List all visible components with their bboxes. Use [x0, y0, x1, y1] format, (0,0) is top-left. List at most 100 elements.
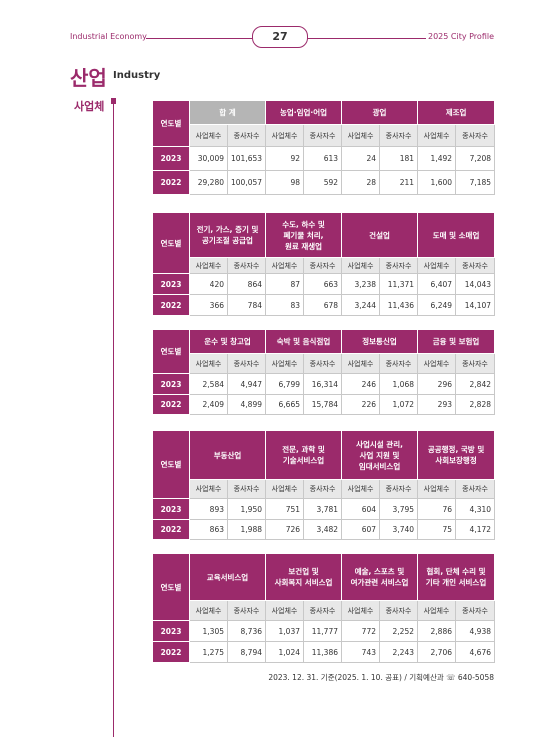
data-cell: 6,665	[265, 394, 304, 415]
sub-header-row: 사업체수 종사자수 사업체수 종사자수 사업체수 종사자수 사업체수 종사자수	[153, 124, 496, 147]
data-cell: 1,024	[265, 641, 304, 663]
year-cell: 2023	[152, 373, 190, 395]
header-left: Industrial Economy	[70, 32, 147, 41]
data-row: 2022 2,409 4,899 6,665 15,784 226 1,072 293 2,82…	[152, 394, 495, 415]
data-cell: 863	[189, 519, 228, 540]
group-header: 예술, 스포츠 및 여가관련 서비스업	[341, 553, 418, 601]
data-cell: 2,409	[189, 394, 228, 415]
sub-header-row: 사업체수 종사자수 사업체수 종사자수 사업체수 종사자수 사업체수 종사자수	[153, 257, 496, 274]
group-header-row: 연도별 전기, 가스, 증기 및 공기조절 공급업 수도, 하수 및 폐기물 처리,…	[152, 212, 496, 274]
group-header: 전문, 과학 및 기술서비스업	[265, 430, 343, 480]
data-row: 2022 863 1,988 726 3,482 607 3,740 75 4,172	[152, 519, 496, 540]
sub-header: 종사자수	[302, 257, 343, 274]
data-cell: 1,275	[189, 641, 228, 663]
data-table: 연도별 전기, 가스, 증기 및 공기조절 공급업 수도, 하수 및 폐기물 처리,…	[152, 212, 496, 316]
section-label: 사업체	[74, 100, 105, 113]
sub-header: 종사자수	[303, 479, 343, 499]
data-cell: 3,795	[379, 498, 419, 520]
sub-header: 종사자수	[455, 257, 496, 274]
data-cell: 420	[189, 273, 228, 295]
data-row: 2022 1,275 8,794 1,024 11,386 743 2,243 2,706 4,…	[152, 641, 496, 663]
year-cell: 2022	[152, 394, 190, 415]
data-cell: 7,185	[455, 170, 496, 195]
data-cell: 3,482	[303, 519, 343, 540]
year-cell: 2023	[152, 620, 190, 642]
group-header: 공공행정, 국방 및 사회보장행정	[417, 430, 496, 480]
group-header: 부동산업	[188, 430, 267, 480]
data-cell: 8,736	[227, 620, 266, 642]
sub-header-row: 사업체수 종사자수 사업체수 종사자수 사업체수 종사자수 사업체수 종사자수	[153, 479, 496, 499]
group-header: 건설업	[341, 212, 419, 258]
data-cell: 226	[341, 394, 380, 415]
data-row: 2022 366 784 83 678 3,244 11,436 6,249 14,107	[152, 294, 496, 316]
data-cell: 87	[265, 273, 304, 295]
data-cell: 743	[341, 641, 380, 663]
data-cell: 211	[379, 170, 419, 195]
year-cell: 2022	[152, 170, 190, 195]
sub-header: 사업체수	[341, 479, 381, 499]
group-header: 농업·임업·어업	[265, 100, 343, 125]
data-cell: 4,938	[454, 620, 496, 642]
data-cell: 663	[302, 273, 343, 295]
year-cell: 2022	[152, 294, 190, 316]
sub-header-row: 사업체수 종사자수 사업체수 종사자수 사업체수 종사자수 사업체수 종사자수	[153, 600, 496, 621]
sub-header: 사업체수	[341, 257, 381, 274]
data-cell: 2,842	[455, 373, 495, 395]
sub-header: 사업체수	[265, 600, 304, 621]
group-header: 정보통신업	[341, 329, 418, 354]
header-right: 2025 City Profile	[428, 32, 494, 41]
data-cell: 11,371	[379, 273, 419, 295]
group-header: 협회, 단체 수리 및 기타 개인 서비스업	[416, 553, 496, 601]
data-cell: 4,947	[227, 373, 266, 395]
data-cell: 4,310	[455, 498, 496, 520]
sub-header: 사업체수	[417, 479, 457, 499]
sub-header: 사업체수	[189, 257, 228, 274]
data-cell: 6,249	[417, 294, 457, 316]
data-cell: 296	[417, 373, 456, 395]
sub-header: 사업체수	[417, 353, 456, 374]
data-cell: 11,436	[379, 294, 419, 316]
sub-header: 종사자수	[454, 600, 496, 621]
sub-header: 사업체수	[417, 257, 457, 274]
data-cell: 592	[303, 170, 343, 195]
section-marker	[111, 98, 116, 104]
data-cell: 28	[341, 170, 381, 195]
data-cell: 1,037	[265, 620, 304, 642]
data-cell: 8,794	[227, 641, 266, 663]
data-cell: 2,584	[189, 373, 228, 395]
sub-header: 사업체수	[265, 479, 305, 499]
sub-header: 사업체수	[417, 124, 457, 147]
data-cell: 1,988	[226, 519, 267, 540]
data-cell: 181	[379, 146, 419, 171]
data-cell: 76	[417, 498, 457, 520]
data-cell: 4,676	[454, 641, 496, 663]
data-cell: 366	[189, 294, 228, 316]
data-row: 2023 1,305 8,736 1,037 11,777 772 2,252 2,886 4,…	[152, 620, 496, 642]
sub-header: 사업체수	[341, 600, 380, 621]
year-label: 연도별	[152, 430, 190, 499]
group-header: 교육서비스업	[189, 553, 266, 601]
group-header: 운수 및 창고업	[189, 329, 266, 354]
sub-header: 사업체수	[189, 353, 228, 374]
data-cell: 4,899	[227, 394, 266, 415]
sub-header: 사업체수	[265, 124, 305, 147]
sub-header: 종사자수	[379, 124, 419, 147]
data-cell: 678	[302, 294, 343, 316]
sub-header: 종사자수	[455, 353, 495, 374]
data-cell: 1,072	[379, 394, 418, 415]
group-header: 합 계	[188, 100, 267, 125]
sub-header: 종사자수	[379, 479, 419, 499]
footnote: 2023. 12. 31. 기준(2025. 1. 10. 공표) / 기획예산…	[268, 673, 494, 682]
sub-header: 종사자수	[227, 257, 266, 274]
data-cell: 11,777	[303, 620, 342, 642]
data-row: 2023 420 864 87 663 3,238 11,371 6,407 14,043	[152, 273, 496, 295]
group-header: 제조업	[417, 100, 496, 125]
year-label: 연도별	[152, 212, 190, 274]
data-cell: 607	[341, 519, 381, 540]
sub-header: 종사자수	[226, 124, 267, 147]
data-cell: 1,600	[417, 170, 457, 195]
sub-header: 종사자수	[455, 479, 496, 499]
sub-header: 사업체수	[265, 257, 304, 274]
data-cell: 246	[341, 373, 380, 395]
section-line	[113, 104, 114, 737]
